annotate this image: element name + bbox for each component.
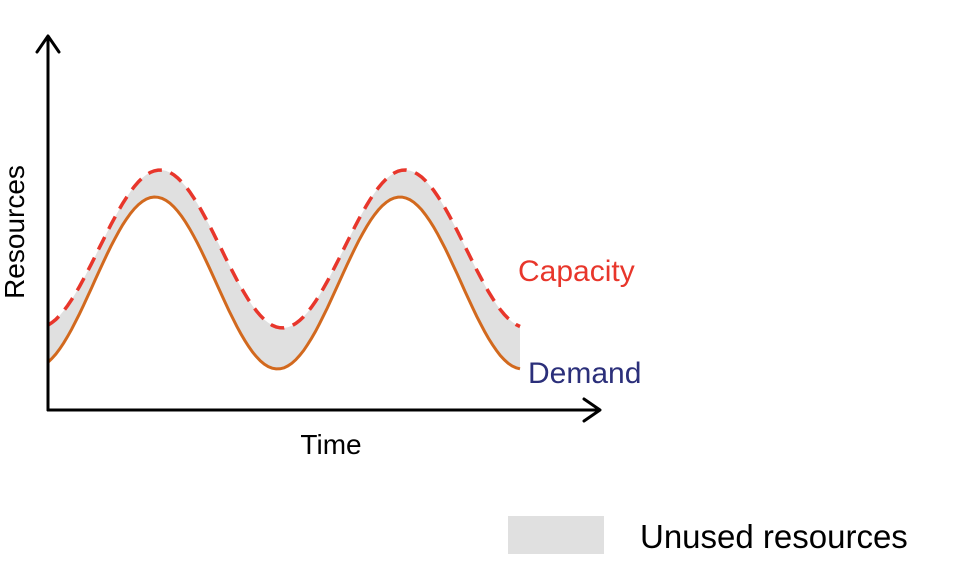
y-axis-arrowhead xyxy=(35,34,61,54)
demand-label: Demand xyxy=(528,357,641,390)
x-axis-arrowhead xyxy=(582,397,602,423)
x-axis-label: Time xyxy=(300,429,361,460)
demand-curve xyxy=(46,195,521,371)
unused-resources-area xyxy=(48,170,520,369)
y-axis-label: Resources xyxy=(0,165,30,299)
legend-label-unused: Unused resources xyxy=(640,518,908,555)
legend: Unused resources xyxy=(508,516,908,555)
legend-swatch-unused xyxy=(508,516,604,554)
axes xyxy=(35,34,602,423)
capacity-label: Capacity xyxy=(518,255,635,288)
capacity-curve xyxy=(47,168,521,330)
